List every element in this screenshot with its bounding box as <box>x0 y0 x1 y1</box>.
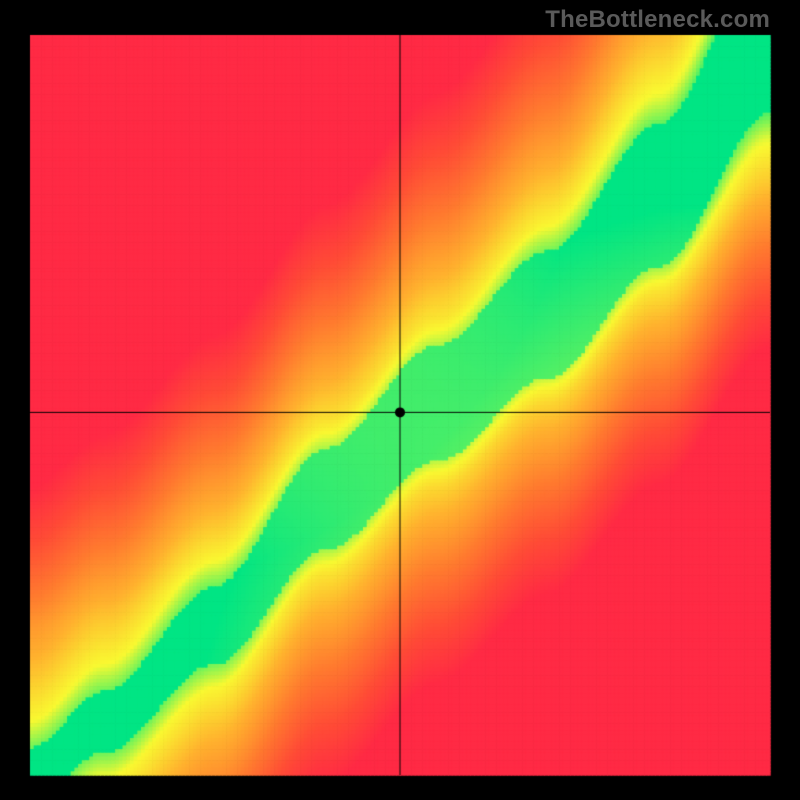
heatmap-canvas <box>0 0 800 800</box>
watermark-text: TheBottleneck.com <box>545 6 770 34</box>
chart-container: TheBottleneck.com <box>0 0 800 800</box>
